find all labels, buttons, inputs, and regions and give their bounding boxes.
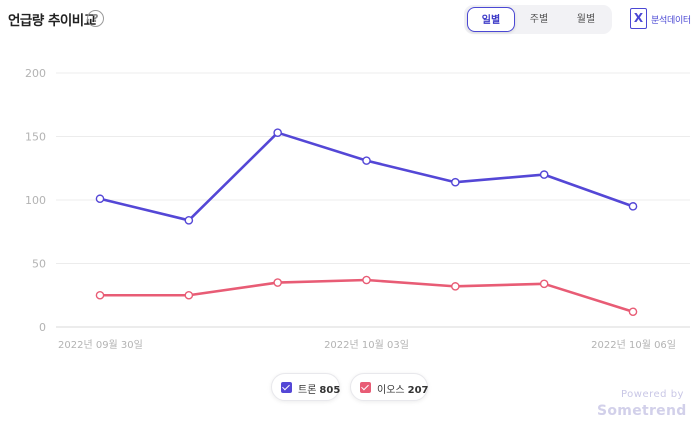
- tab-monthly[interactable]: 월별: [576, 14, 596, 25]
- data-point: [628, 307, 638, 317]
- data-point: [184, 290, 194, 300]
- x-tick-label: 2022년 10월 03일: [324, 339, 409, 351]
- y-tick-label: 50: [32, 258, 46, 271]
- data-point: [362, 275, 371, 285]
- data-point: [184, 216, 194, 225]
- data-point: [95, 194, 105, 204]
- series-line-1: [98, 278, 635, 314]
- data-point: [362, 156, 371, 165]
- excel-icon: X: [630, 8, 647, 29]
- x-tick-label: 2022년 10월 06일: [591, 339, 676, 351]
- data-point: [95, 290, 105, 300]
- data-point: [273, 278, 282, 287]
- tab-daily[interactable]: 일별: [467, 7, 515, 32]
- x-tick-label: 2022년 09월 30일: [58, 339, 143, 351]
- chart-title: 언급량 추이비교: [8, 13, 96, 29]
- legend-label: 이오스 207: [377, 385, 429, 396]
- powered-by-label: Powered by: [621, 389, 684, 400]
- checkbox-icon: [281, 382, 292, 393]
- checkbox-icon: [360, 382, 371, 393]
- export-data-label: 분석데이터: [651, 16, 691, 26]
- data-point: [628, 202, 638, 211]
- help-icon[interactable]: ?: [87, 10, 104, 27]
- tab-weekly[interactable]: 주별: [529, 14, 549, 25]
- data-point: [539, 170, 549, 179]
- data-point: [451, 282, 460, 291]
- legend-item-eos[interactable]: 이오스 207: [350, 373, 428, 401]
- y-tick-label: 150: [25, 131, 46, 144]
- y-tick-label: 0: [39, 321, 46, 334]
- data-point: [539, 279, 549, 289]
- legend-item-tron[interactable]: 트론 805: [271, 373, 340, 401]
- data-point: [273, 128, 282, 137]
- legend-label: 트론 805: [298, 385, 341, 396]
- period-tabs: 일별 주별 월별: [464, 5, 612, 34]
- y-tick-label: 100: [25, 194, 46, 207]
- brand-logo: Sometrend: [597, 403, 687, 419]
- series-line-0: [98, 131, 635, 222]
- y-tick-label: 200: [25, 67, 46, 80]
- data-point: [451, 177, 460, 187]
